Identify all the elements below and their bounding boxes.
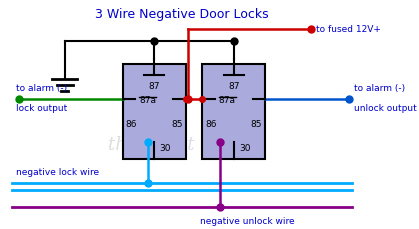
Text: 30: 30 [239, 144, 251, 153]
Text: 87a: 87a [219, 96, 236, 105]
Text: to alarm (-): to alarm (-) [354, 84, 405, 93]
Text: 85: 85 [251, 119, 262, 128]
Text: 87: 87 [148, 81, 160, 90]
Text: the    volt    com: the volt com [109, 135, 256, 153]
Text: 86: 86 [126, 119, 137, 128]
Text: negative lock wire: negative lock wire [16, 168, 99, 177]
Bar [122, 65, 186, 160]
Text: negative unlock wire: negative unlock wire [200, 216, 295, 225]
Bar [202, 65, 265, 160]
Text: 3 Wire Negative Door Locks: 3 Wire Negative Door Locks [96, 8, 269, 21]
Text: 85: 85 [171, 119, 183, 128]
Text: lock output: lock output [16, 104, 67, 113]
Text: 30: 30 [160, 144, 171, 153]
Text: to alarm (-): to alarm (-) [16, 84, 67, 93]
Text: to fused 12V+: to fused 12V+ [316, 25, 381, 34]
Text: unlock output: unlock output [354, 104, 416, 113]
Text: 87a: 87a [139, 96, 156, 105]
Text: 87: 87 [228, 81, 240, 90]
Text: 86: 86 [205, 119, 217, 128]
